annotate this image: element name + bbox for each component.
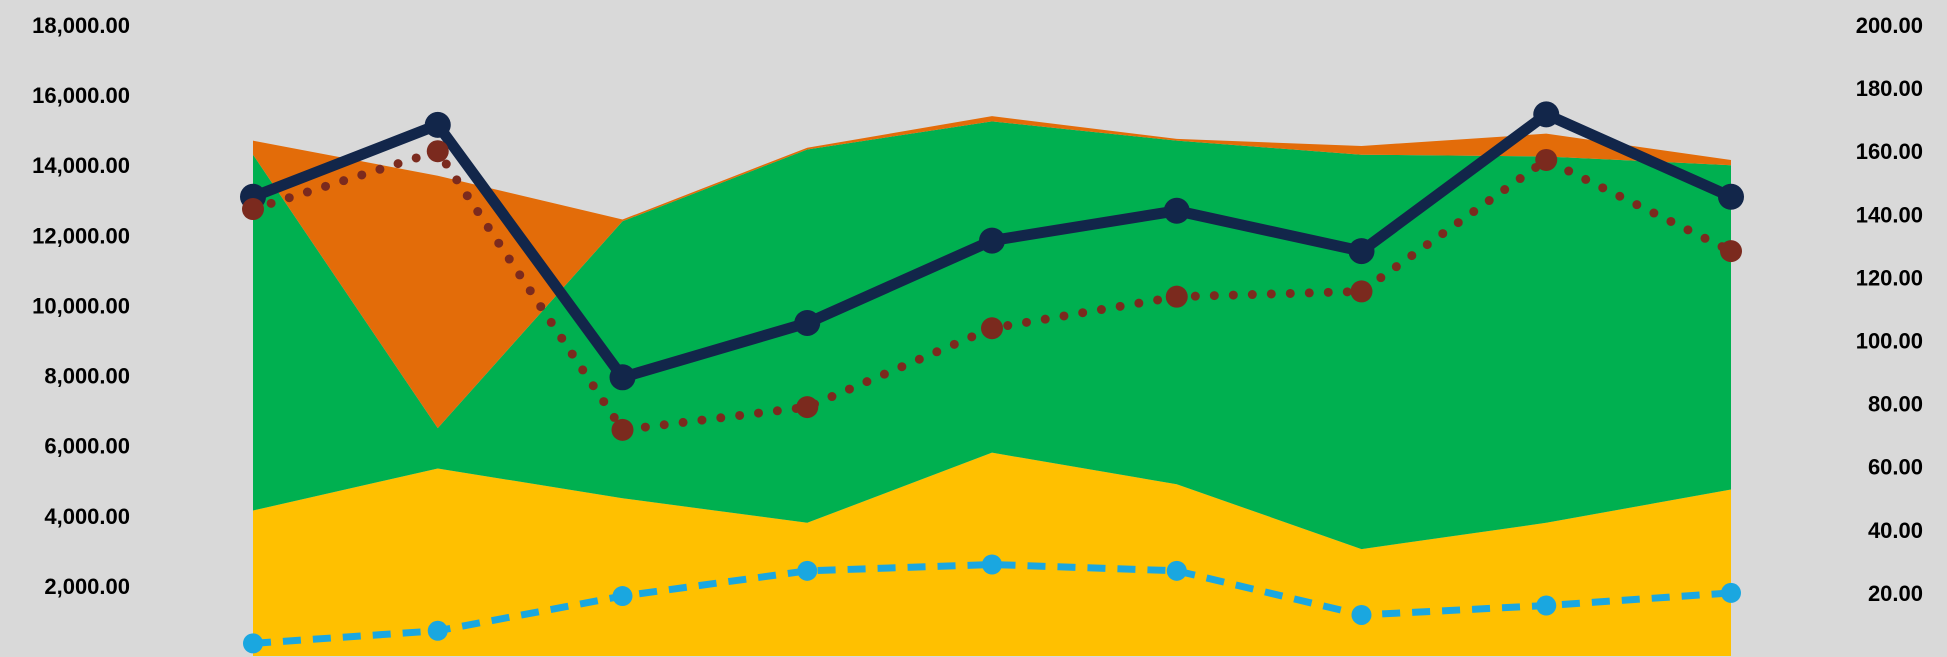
left-axis-tick-label: 10,000.00 [32, 293, 130, 318]
left-axis-tick-label: 16,000.00 [32, 83, 130, 108]
right-axis-tick-label: 80.00 [1868, 392, 1923, 417]
right-axis-tick-label: 40.00 [1868, 518, 1923, 543]
line-series-3 [252, 561, 1732, 647]
line-3-point-4 [797, 560, 818, 581]
line-2-point-5 [981, 317, 1003, 340]
line-3-point-2 [427, 620, 448, 641]
right-axis-tick-label: 140.00 [1856, 202, 1923, 227]
right-axis-tick-label: 100.00 [1856, 329, 1923, 354]
line-3-point-8 [1536, 595, 1557, 616]
line-1-point-7 [1348, 238, 1375, 265]
left-axis-tick-label: 12,000.00 [32, 223, 130, 248]
line-3-point-6 [1166, 560, 1187, 581]
left-axis-tick-label: 8,000.00 [44, 364, 130, 389]
line-2-point-7 [1350, 280, 1373, 303]
right-axis-tick-label: 160.00 [1856, 139, 1923, 164]
line-2-point-2 [426, 140, 449, 163]
left-axis-tick-label: 14,000.00 [32, 153, 130, 178]
line-2-point-8 [1535, 148, 1558, 171]
left-axis-tick-label: 6,000.00 [44, 434, 130, 459]
line-1-point-5 [979, 227, 1005, 254]
line-3-point-1 [243, 633, 263, 654]
line-2-point-4 [796, 396, 819, 419]
line-3-point-9 [1721, 582, 1741, 603]
right-axis-tick-label: 200.00 [1856, 13, 1923, 38]
right-axis-tick-label: 120.00 [1856, 265, 1923, 290]
line-1-point-6 [1163, 197, 1190, 224]
right-axis-tick-label: 60.00 [1868, 455, 1923, 480]
line-2-point-3 [611, 418, 634, 441]
line-1-point-2 [424, 111, 451, 138]
line-2-point-9 [1720, 240, 1742, 263]
line-2-point-6 [1165, 285, 1188, 308]
line-1-point-3 [609, 364, 636, 391]
line-3-point-7 [1351, 604, 1372, 625]
stacked-areas [253, 116, 1731, 656]
line-2-point-1 [242, 198, 264, 221]
line-1-point-4 [794, 309, 821, 336]
series-lines [240, 101, 1744, 654]
right-axis-tick-label: 180.00 [1856, 76, 1923, 101]
left-axis-tick-label: 18,000.00 [32, 13, 130, 38]
right-axis-tick-label: 20.00 [1868, 581, 1923, 606]
line-3-point-3 [612, 586, 633, 607]
left-axis-tick-labels: 2,000.00 4,000.00 6,000.00 8,000.00 10,000.0… [32, 13, 130, 599]
right-axis-tick-labels: 20.00 40.00 60.00 80.00 100.00 120.00 140.00 16… [1856, 13, 1923, 606]
left-axis-tick-label: 2,000.00 [44, 574, 130, 599]
line-3-point-5 [982, 554, 1002, 575]
line-1-point-9 [1718, 183, 1744, 210]
line-1-point-8 [1533, 101, 1560, 128]
left-axis-tick-label: 4,000.00 [44, 504, 130, 529]
